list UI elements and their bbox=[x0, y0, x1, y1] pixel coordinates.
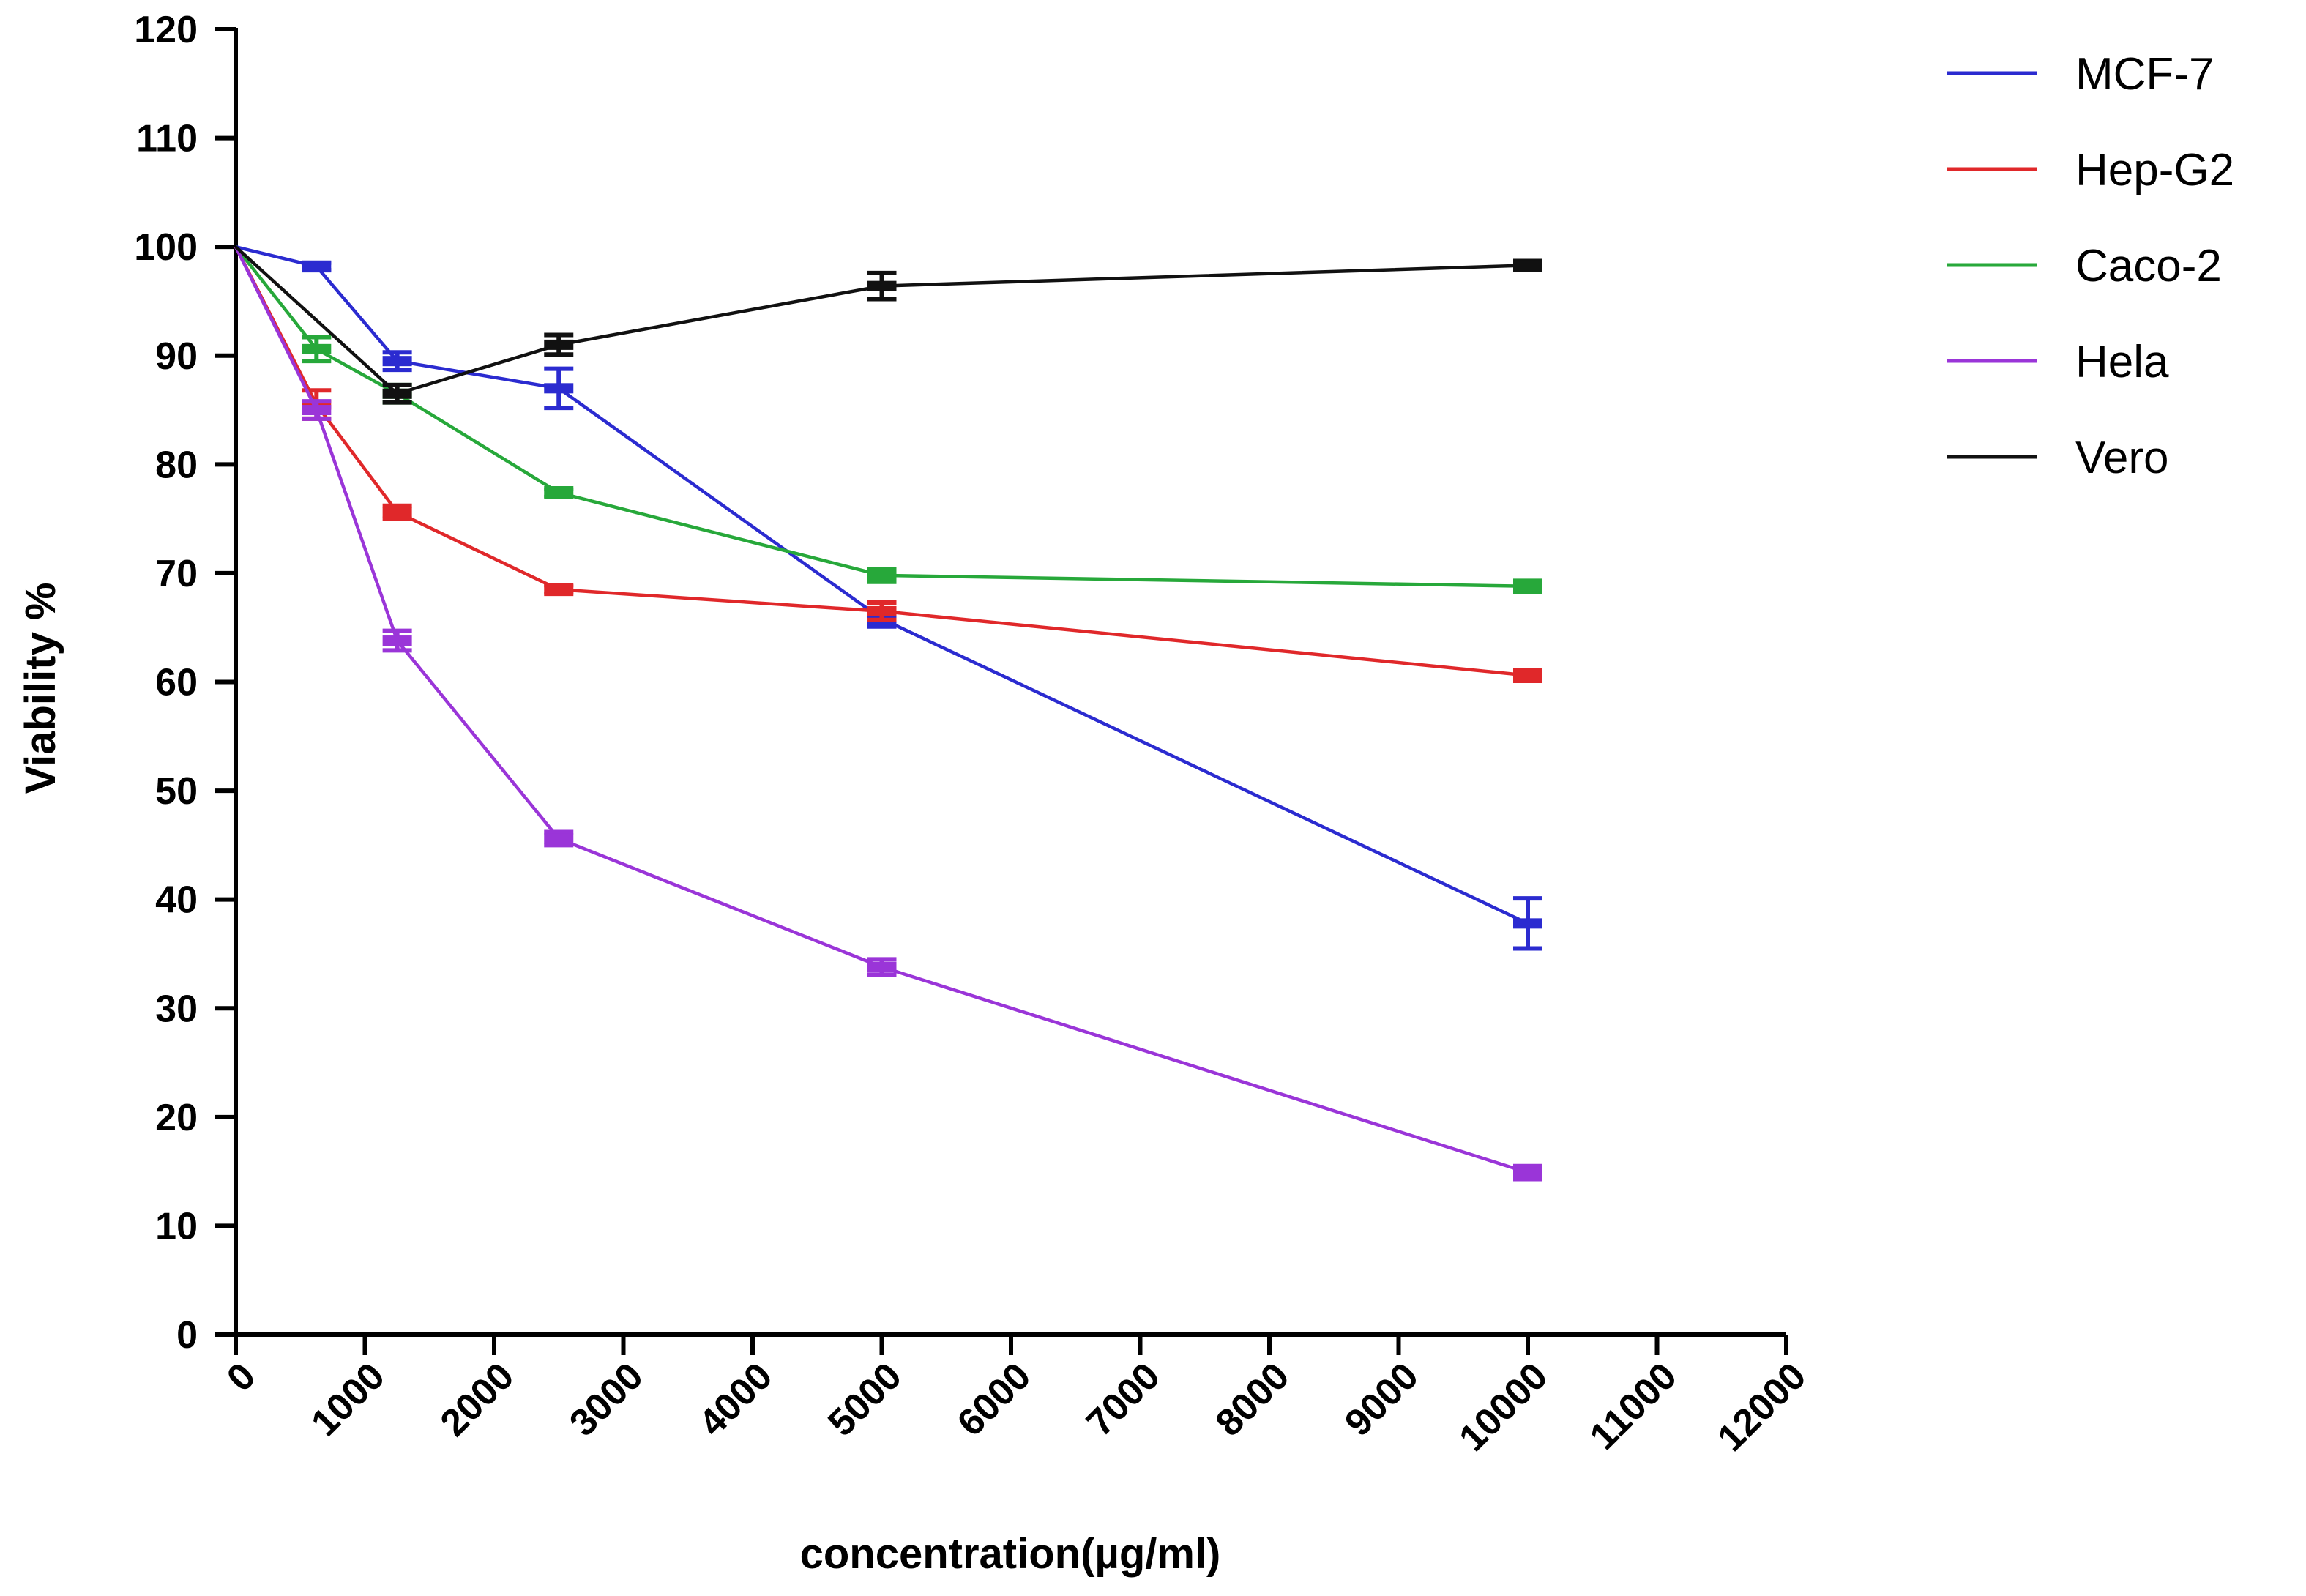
data-point bbox=[382, 507, 412, 518]
data-point bbox=[1513, 670, 1542, 681]
data-point bbox=[1513, 1167, 1542, 1178]
x-tick-label: 3000 bbox=[561, 1354, 652, 1444]
x-tick-label: 0 bbox=[219, 1354, 264, 1399]
y-tick-label: 30 bbox=[155, 988, 198, 1030]
data-point bbox=[302, 405, 332, 416]
y-tick-label: 50 bbox=[155, 770, 198, 813]
x-tick-label: 9000 bbox=[1337, 1354, 1427, 1444]
legend-label: Hep-G2 bbox=[2075, 145, 2234, 195]
x-tick-label: 10000 bbox=[1451, 1354, 1556, 1459]
data-point bbox=[544, 833, 574, 844]
y-tick-label: 80 bbox=[155, 444, 198, 486]
x-axis-title: concentration(µg/ml) bbox=[800, 1530, 1221, 1578]
x-tick-label: 8000 bbox=[1208, 1354, 1298, 1444]
y-tick-label: 110 bbox=[136, 118, 198, 160]
series-hela bbox=[234, 246, 1542, 1182]
x-tick-label: 7000 bbox=[1078, 1354, 1168, 1444]
data-point bbox=[302, 343, 332, 354]
data-point bbox=[382, 635, 412, 646]
x-tick-label: 1000 bbox=[303, 1354, 393, 1444]
data-point bbox=[544, 584, 574, 595]
data-point bbox=[1513, 581, 1542, 592]
y-tick-label: 10 bbox=[155, 1205, 198, 1248]
series-line bbox=[234, 245, 1529, 588]
series-mcf-7 bbox=[235, 245, 1542, 951]
series-line bbox=[234, 245, 1529, 396]
y-tick-label: 90 bbox=[155, 335, 198, 378]
data-point bbox=[1513, 260, 1542, 271]
y-tick-label: 100 bbox=[134, 226, 198, 269]
series-line bbox=[234, 246, 1529, 1174]
data-point bbox=[544, 383, 574, 394]
data-point bbox=[382, 356, 412, 367]
data-point bbox=[302, 261, 332, 272]
data-point bbox=[867, 605, 897, 616]
y-tick-label: 60 bbox=[155, 662, 198, 704]
y-axis-title: Viability % bbox=[17, 582, 64, 794]
y-tick-label: 0 bbox=[176, 1314, 198, 1357]
legend: MCF-7 Hep-G2 Caco-2 Hela Vero bbox=[1947, 49, 2234, 483]
series-hep-g2 bbox=[234, 246, 1542, 684]
series-line bbox=[234, 246, 1529, 677]
legend-label: MCF-7 bbox=[2075, 49, 2214, 100]
x-tick-label: 12000 bbox=[1709, 1354, 1814, 1459]
y-tick-label: 70 bbox=[155, 553, 198, 595]
legend-label: Hela bbox=[2075, 337, 2169, 387]
legend-label: Caco-2 bbox=[2075, 241, 2222, 291]
y-tick-label: 120 bbox=[134, 9, 198, 51]
data-point bbox=[867, 280, 897, 291]
x-tick-label: 5000 bbox=[820, 1354, 910, 1444]
axes: 0 10 20 30 40 50 60 70 80 90 100 110 120 0 1000 2000 300… bbox=[134, 9, 1814, 1460]
x-tick-label: 2000 bbox=[433, 1354, 523, 1444]
data-point bbox=[544, 339, 574, 350]
y-tick-label: 20 bbox=[155, 1097, 198, 1139]
y-tick-label: 40 bbox=[155, 879, 198, 922]
data-point bbox=[1513, 918, 1542, 929]
data-point bbox=[867, 961, 897, 972]
data-point bbox=[544, 487, 574, 498]
series-layer bbox=[234, 245, 1542, 1182]
x-tick-label: 11000 bbox=[1582, 1354, 1685, 1458]
data-point bbox=[867, 570, 897, 581]
data-point bbox=[382, 388, 412, 399]
x-tick-label: 6000 bbox=[949, 1354, 1040, 1444]
legend-label: Vero bbox=[2075, 433, 2169, 483]
x-tick-label: 4000 bbox=[691, 1354, 781, 1444]
series-vero bbox=[234, 245, 1542, 405]
series-line bbox=[235, 245, 1529, 925]
